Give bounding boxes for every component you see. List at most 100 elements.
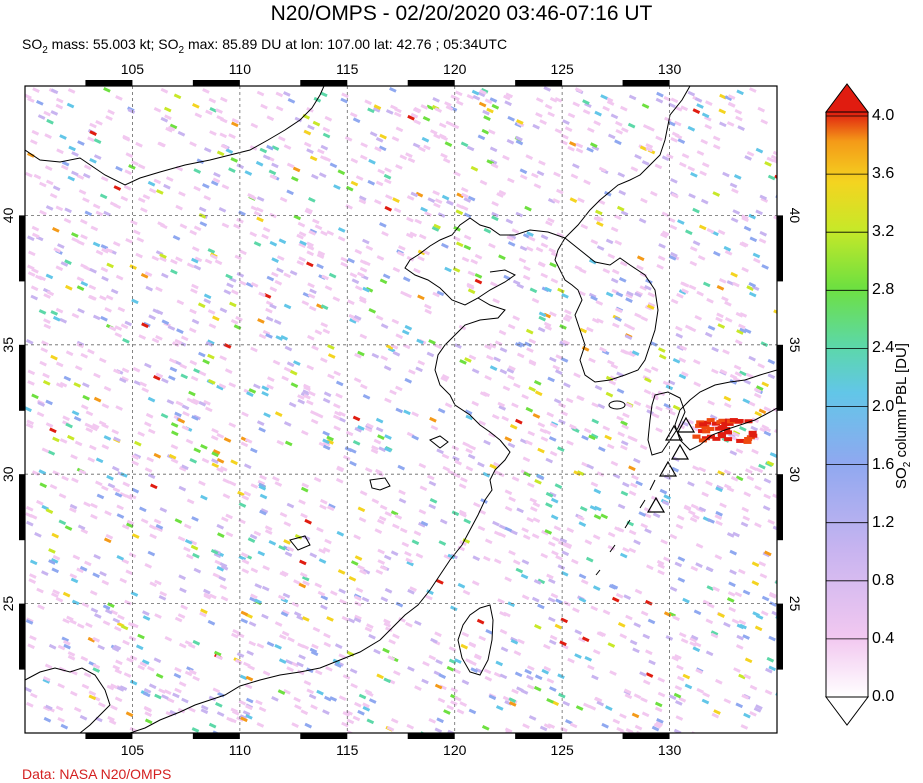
so2-pixel: [58, 493, 67, 499]
so2-pixel: [678, 289, 687, 295]
so2-pixel: [608, 379, 617, 386]
so2-pixel: [771, 610, 777, 617]
so2-pixel: [233, 324, 242, 330]
so2-pixel: [767, 373, 776, 380]
so2-pixel: [451, 123, 460, 130]
so2-pixel: [129, 264, 137, 270]
so2-pixel: [191, 318, 200, 325]
so2-pixel: [338, 417, 346, 423]
lon-tick-label: 110: [229, 61, 252, 77]
so2-pixel: [669, 533, 678, 540]
so2-pixel: [741, 506, 750, 513]
so2-pixel: [328, 272, 337, 279]
so2-pixel: [218, 207, 227, 213]
so2-pixel: [298, 231, 307, 237]
so2-pixel: [709, 414, 718, 420]
so2-pixel: [623, 688, 632, 695]
so2-pixel: [161, 272, 169, 279]
so2-pixel: [318, 558, 327, 564]
so2-pixel: [692, 240, 701, 246]
so2-pixel: [144, 706, 153, 713]
so2-pixel: [354, 248, 363, 255]
so2-pixel: [153, 518, 162, 525]
so2-pixel: [266, 384, 274, 390]
so2-pixel: [287, 636, 295, 643]
so2-pixel: [29, 573, 37, 579]
colorbar-title: SO2 column PBL [DU]: [893, 343, 913, 489]
so2-pixel: [762, 505, 771, 511]
so2-pixel: [504, 505, 513, 512]
so2-pixel: [418, 509, 427, 515]
so2-pixel: [548, 541, 556, 547]
so2-pixel: [604, 434, 612, 441]
so2-pixel: [248, 640, 257, 647]
so2-pixel: [742, 398, 751, 404]
so2-pixel: [107, 109, 115, 115]
so2-pixel: [584, 656, 593, 662]
so2-pixel: [537, 578, 546, 585]
so2-pixel: [660, 232, 668, 239]
so2-pixel: [200, 708, 209, 715]
so2-pixel: [773, 309, 777, 316]
so2-pixel: [335, 477, 344, 484]
so2-pixel: [80, 352, 89, 359]
so2-pixel: [322, 132, 331, 139]
so2-pixel: [491, 201, 499, 207]
so2-pixel: [275, 91, 284, 98]
so2-pixel: [188, 327, 197, 334]
so2-pixel: [422, 661, 430, 667]
so2-pixel: [729, 450, 738, 456]
so2-pixel: [571, 558, 579, 565]
so2-pixel: [193, 225, 202, 232]
so2-pixel: [477, 91, 486, 98]
so2-pixel: [525, 328, 534, 335]
so2-pixel: [357, 350, 365, 357]
so2-pixel: [689, 516, 698, 523]
so2-pixel: [184, 640, 193, 646]
so2-pixel: [83, 672, 92, 678]
so2-pixel: [286, 189, 294, 196]
so2-hotspot: [692, 434, 701, 439]
so2-pixel: [483, 439, 491, 446]
so2-pixel: [115, 659, 123, 666]
so2-pixel: [293, 360, 301, 366]
so2-pixel: [620, 105, 628, 112]
so2-pixel: [191, 727, 200, 733]
so2-pixel: [255, 699, 263, 706]
so2-pixel: [769, 601, 777, 607]
so2-pixel: [279, 512, 288, 518]
so2-pixel: [554, 97, 563, 103]
so2-pixel: [426, 351, 435, 358]
so2-pixel: [111, 465, 120, 472]
so2-pixel: [273, 319, 282, 325]
so2-pixel: [129, 679, 138, 686]
so2-pixel: [600, 94, 608, 100]
so2-pixel: [314, 329, 323, 336]
so2-pixel: [417, 255, 425, 262]
so2-pixel: [575, 705, 584, 711]
so2-pixel: [546, 678, 555, 684]
so2-pixel: [580, 223, 589, 230]
so2-pixel: [564, 309, 572, 315]
so2-pixel: [498, 329, 507, 336]
so2-pixel: [483, 555, 491, 562]
so2-pixel: [350, 180, 359, 187]
so2-pixel: [711, 368, 719, 375]
so2-pixel: [142, 615, 151, 621]
so2-pixel: [301, 300, 310, 306]
so2-pixel: [628, 490, 637, 497]
so2-pixel: [85, 410, 94, 417]
so2-pixel: [230, 319, 239, 325]
so2-pixel: [400, 290, 408, 297]
so2-pixel: [521, 559, 530, 565]
so2-pixel: [275, 335, 284, 341]
so2-pixel: [338, 653, 347, 660]
so2-pixel: [590, 605, 599, 612]
so2-pixel: [375, 426, 384, 433]
so2-pixel: [466, 94, 475, 100]
so2-pixel: [656, 559, 665, 566]
so2-pixel: [30, 692, 38, 699]
so2-pixel: [596, 318, 604, 324]
so2-pixel: [670, 251, 678, 258]
so2-pixel: [407, 588, 415, 595]
